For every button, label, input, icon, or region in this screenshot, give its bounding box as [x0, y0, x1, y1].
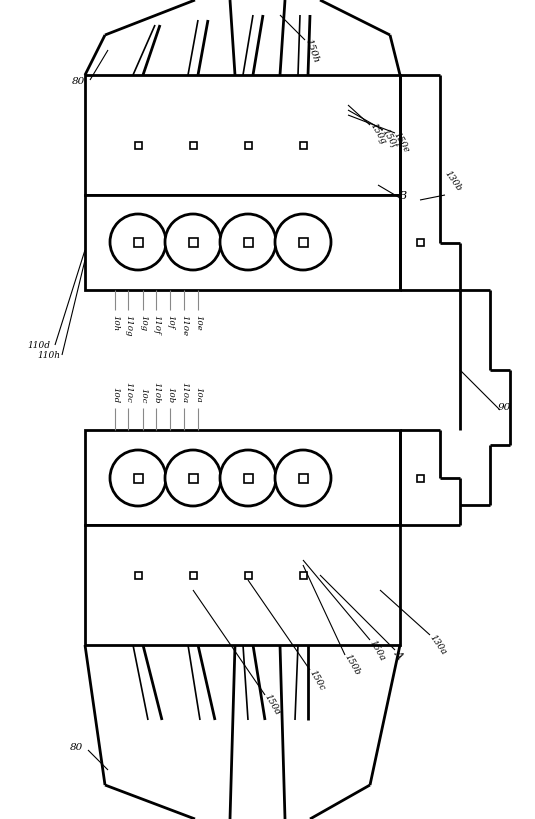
Text: 110c: 110c	[124, 382, 132, 403]
Bar	[85, 195, 400, 290]
Bar	[243, 473, 253, 482]
Text: B: B	[398, 191, 406, 201]
Circle shape	[220, 214, 276, 270]
Text: 150g: 150g	[368, 122, 387, 147]
Text: 150f: 150f	[380, 127, 398, 149]
Text: 10f: 10f	[166, 315, 174, 329]
Text: 150b: 150b	[343, 653, 362, 677]
Bar	[134, 142, 141, 148]
Circle shape	[275, 214, 331, 270]
Text: 110g: 110g	[124, 315, 132, 337]
Bar	[134, 473, 142, 482]
Bar	[85, 525, 400, 645]
Text: 110e: 110e	[180, 315, 188, 336]
Text: 80: 80	[70, 744, 83, 753]
Bar	[417, 474, 424, 482]
Circle shape	[220, 450, 276, 506]
Text: 110d: 110d	[27, 341, 50, 350]
Bar	[134, 238, 142, 247]
Circle shape	[165, 450, 221, 506]
Text: 10c: 10c	[139, 387, 147, 403]
Bar	[85, 75, 400, 195]
Text: 110h: 110h	[37, 351, 60, 360]
Bar	[85, 430, 400, 525]
Text: 150e: 150e	[392, 130, 411, 154]
Bar	[299, 238, 308, 247]
Circle shape	[165, 214, 221, 270]
Bar	[188, 238, 197, 247]
Text: 150a: 150a	[368, 638, 387, 662]
Bar	[300, 142, 307, 148]
Text: 10e: 10e	[194, 315, 202, 331]
Bar	[243, 238, 253, 247]
Text: 150d: 150d	[263, 693, 282, 717]
Text: 10b: 10b	[166, 387, 174, 403]
Text: 130a: 130a	[428, 633, 448, 657]
Text: 90: 90	[498, 404, 511, 413]
Bar	[189, 142, 196, 148]
Circle shape	[110, 214, 166, 270]
Bar	[189, 572, 196, 578]
Text: 10h: 10h	[111, 315, 119, 331]
Text: A: A	[392, 648, 405, 660]
Text: 150c: 150c	[308, 668, 327, 692]
Text: 150h: 150h	[303, 38, 320, 65]
Circle shape	[110, 450, 166, 506]
Circle shape	[275, 450, 331, 506]
Text: 10d: 10d	[111, 387, 119, 403]
Bar	[134, 572, 141, 578]
Text: 10a: 10a	[194, 387, 202, 403]
Bar	[188, 473, 197, 482]
Text: 10g: 10g	[139, 315, 147, 331]
Bar	[300, 572, 307, 578]
Text: 110a: 110a	[180, 382, 188, 403]
Bar	[299, 473, 308, 482]
Text: 110f: 110f	[152, 315, 160, 334]
Bar	[417, 238, 424, 246]
Text: 110b: 110b	[152, 382, 160, 403]
Bar	[244, 572, 251, 578]
Text: 130b: 130b	[443, 169, 463, 193]
Text: 80: 80	[72, 78, 85, 87]
Bar	[244, 142, 251, 148]
